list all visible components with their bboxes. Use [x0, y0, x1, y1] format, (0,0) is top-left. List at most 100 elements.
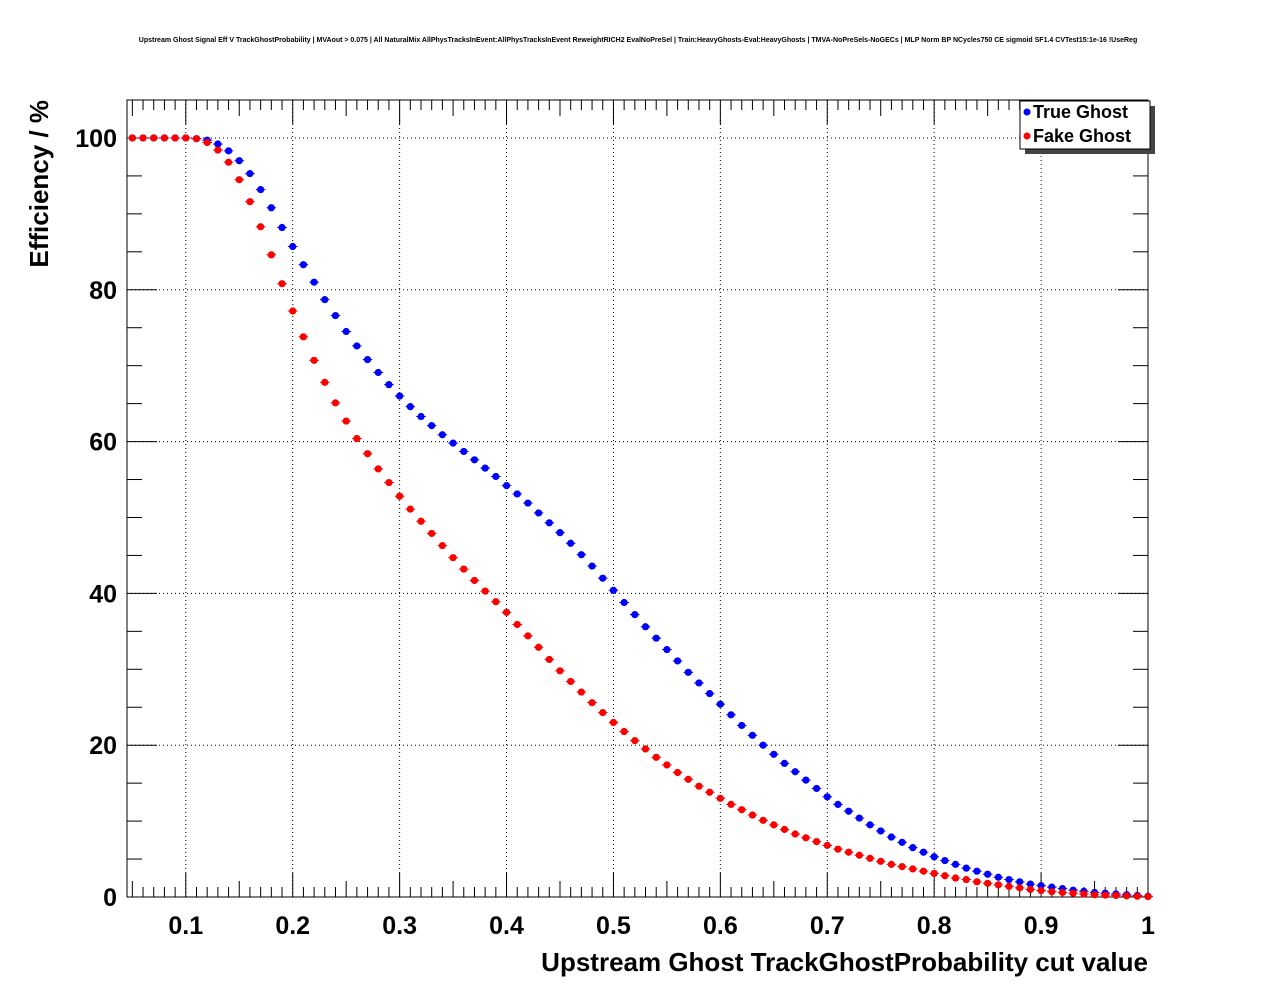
data-point: [941, 856, 949, 865]
data-point: [802, 776, 810, 784]
y-tick-label: 60: [89, 429, 117, 457]
data-point: [406, 403, 414, 411]
data-point: [994, 873, 1002, 881]
data-point: [438, 541, 446, 550]
data-point: [706, 689, 714, 698]
data-point: [192, 135, 201, 143]
data-point: [855, 814, 863, 822]
data-point: [289, 242, 297, 251]
data-point: [951, 874, 960, 882]
x-tick-label: 0.4: [489, 912, 524, 940]
data-point: [609, 718, 618, 727]
x-tick-label: 0.7: [810, 912, 845, 940]
data-point: [866, 854, 874, 862]
data-series: [127, 134, 1153, 901]
data-point: [513, 620, 521, 629]
data-point: [663, 645, 671, 654]
data-point: [460, 565, 468, 573]
data-point: [481, 587, 489, 595]
data-point: [727, 800, 735, 808]
data-point: [224, 147, 233, 155]
data-point: [695, 782, 703, 790]
data-point: [449, 439, 457, 447]
data-point: [877, 857, 885, 865]
data-point: [492, 472, 500, 481]
data-point: [673, 657, 682, 665]
data-point: [524, 499, 532, 507]
data-point: [791, 830, 799, 838]
data-point: [342, 417, 350, 425]
series-true-ghost: [127, 134, 1153, 900]
data-point: [128, 134, 136, 142]
data-point: [556, 529, 564, 537]
data-point: [973, 867, 981, 875]
data-point: [577, 688, 585, 696]
data-point: [396, 392, 404, 400]
grid-lines: [127, 100, 1148, 897]
legend: True Ghost Fake Ghost: [1019, 100, 1155, 154]
data-point: [588, 562, 596, 570]
data-point: [984, 870, 992, 878]
data-point: [535, 509, 543, 517]
data-point: [845, 807, 853, 815]
data-point: [406, 505, 414, 513]
data-point: [898, 838, 906, 846]
data-point: [1112, 891, 1120, 900]
data-point: [641, 745, 650, 753]
data-point: [834, 800, 842, 808]
data-point: [353, 434, 361, 443]
data-point: [310, 278, 318, 286]
data-point: [257, 185, 265, 194]
data-point: [1123, 892, 1131, 900]
y-tick-label: 80: [89, 277, 117, 305]
data-point: [770, 750, 778, 758]
x-tick-label: 0.6: [703, 912, 738, 940]
data-point: [1016, 884, 1024, 892]
data-point: [1016, 878, 1024, 886]
data-point: [1026, 885, 1034, 894]
data-point: [1048, 888, 1056, 896]
data-point: [951, 860, 960, 868]
x-tick-label: 0.2: [275, 912, 310, 940]
data-point: [1080, 890, 1088, 898]
data-point: [214, 140, 222, 148]
data-point: [481, 464, 489, 472]
data-point: [513, 490, 521, 498]
data-point: [363, 355, 372, 364]
data-point: [919, 867, 928, 875]
data-point: [321, 378, 329, 386]
data-point: [428, 529, 436, 538]
data-point: [1069, 889, 1077, 897]
data-point: [331, 399, 340, 407]
data-point: [1005, 882, 1013, 890]
x-tick-label: 0.3: [382, 912, 417, 940]
data-point: [502, 481, 511, 490]
data-point: [588, 699, 596, 707]
data-point: [545, 655, 553, 664]
y-tick-label: 0: [103, 884, 117, 912]
data-point: [417, 412, 425, 421]
data-point: [962, 864, 970, 872]
data-point: [652, 634, 660, 642]
data-point: [363, 450, 372, 458]
data-point: [556, 667, 564, 675]
data-point: [909, 844, 917, 852]
data-point: [706, 788, 714, 796]
data-point: [224, 158, 233, 166]
data-point: [246, 198, 254, 206]
data-point: [748, 731, 757, 739]
data-point: [716, 794, 724, 802]
data-point: [342, 327, 350, 336]
data-point: [1133, 892, 1141, 900]
data-point: [994, 881, 1002, 889]
data-point: [823, 793, 831, 801]
data-point: [887, 833, 896, 841]
x-tick-label: 0.9: [1024, 912, 1059, 940]
chart-title: Upstream Ghost Signal Eff V TrackGhostPr…: [139, 37, 1137, 44]
data-point: [567, 539, 575, 547]
y-tick-label: 100: [75, 125, 117, 153]
data-point: [1144, 893, 1152, 901]
data-point: [973, 878, 981, 886]
series-fake-ghost: [127, 134, 1153, 901]
